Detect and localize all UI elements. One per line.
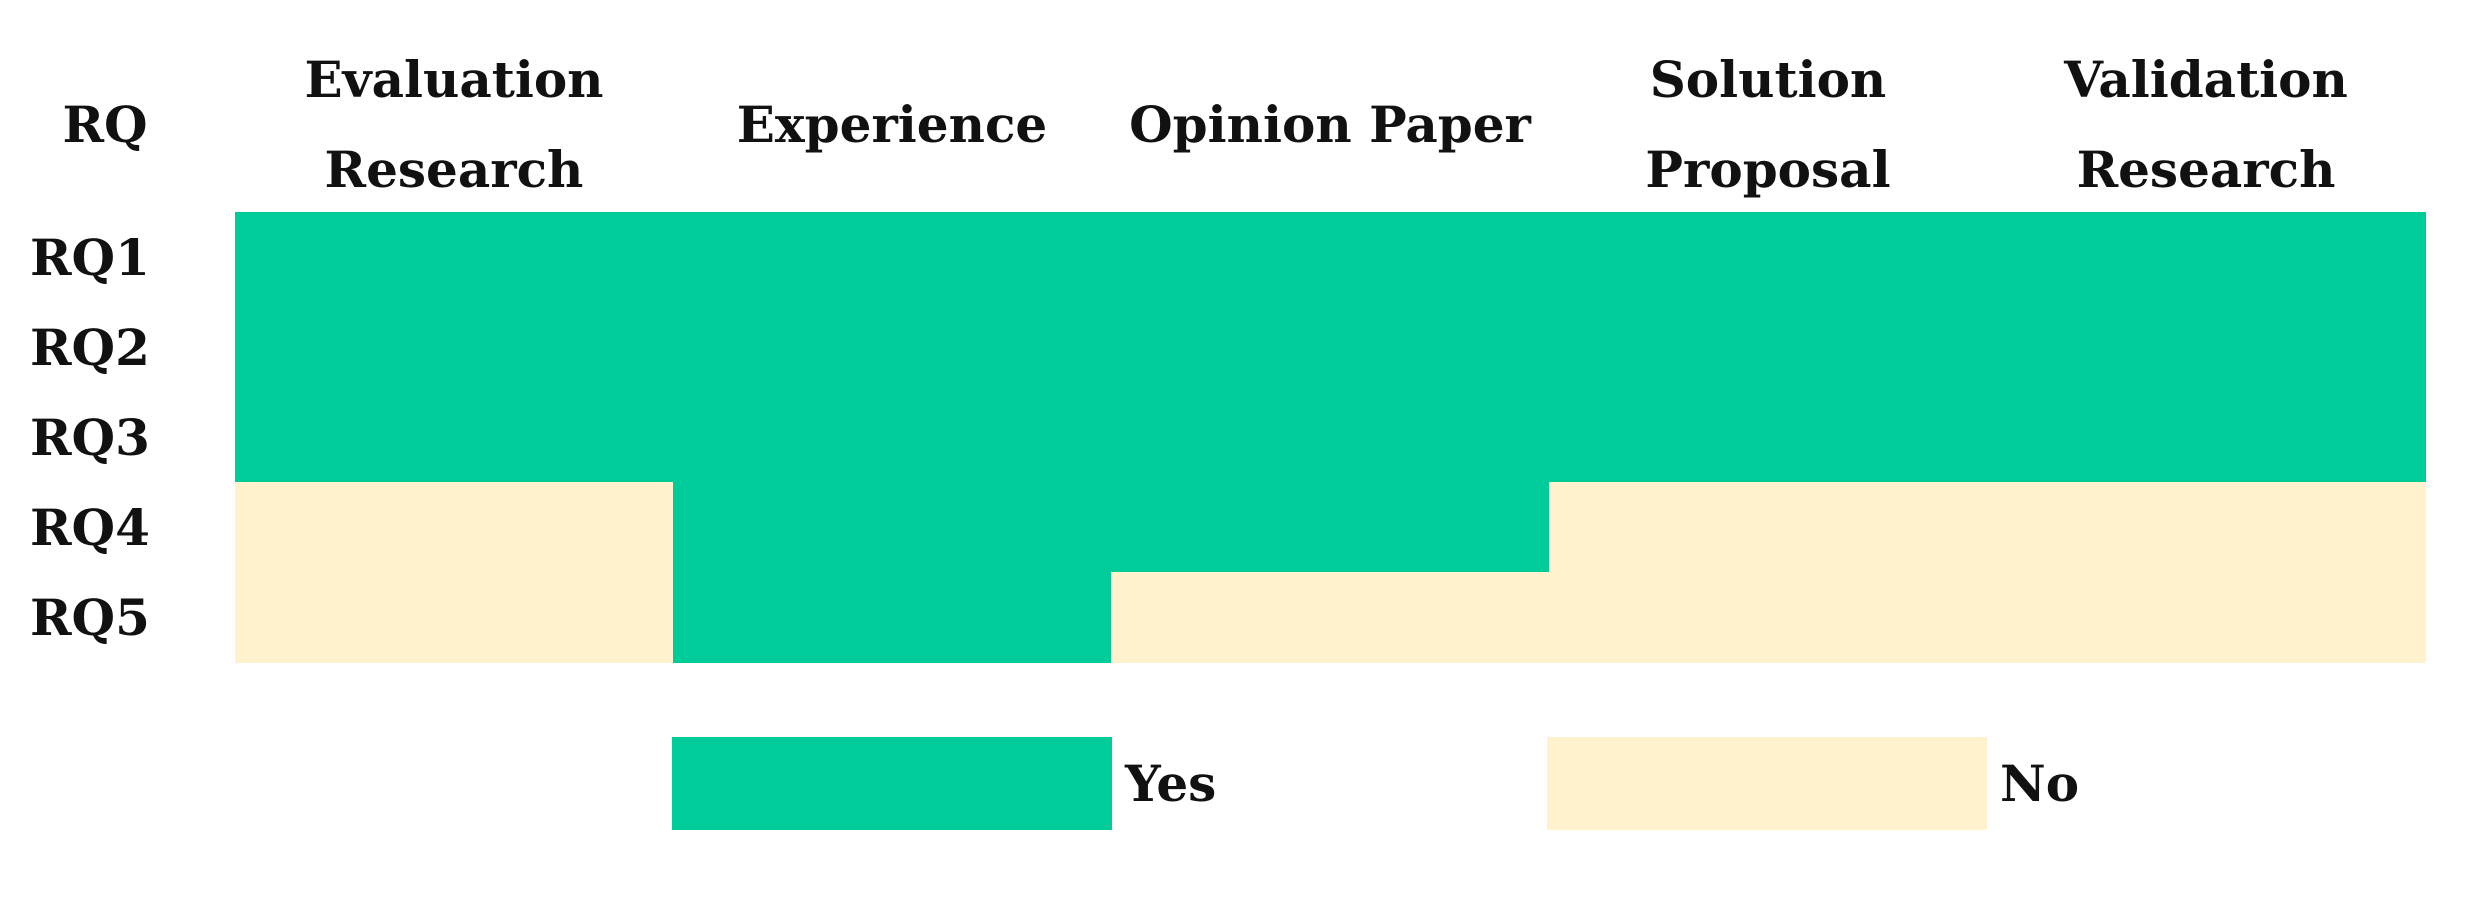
rq-column-header: RQ <box>30 40 180 210</box>
column-header-text: Opinion Paper <box>1129 80 1531 170</box>
heatmap-cell-rq5-col5-no <box>1987 572 2426 663</box>
column-header-line: Research <box>2076 140 2336 199</box>
row-label-rq4: RQ4 <box>30 497 150 557</box>
heatmap-cell-rq2-col3-yes <box>1111 302 1550 393</box>
column-header-experience: Experience <box>673 40 1111 210</box>
column-header-line: Experience <box>736 95 1048 154</box>
column-header-line: Research <box>324 140 584 199</box>
heatmap-cell-rq5-col3-no <box>1111 572 1550 663</box>
heatmap-cell-rq3-col5-yes <box>1987 392 2426 483</box>
heatmap-cell-rq3-col2-yes <box>673 392 1112 483</box>
column-header-solution-proposal: Solution Proposal <box>1549 40 1987 210</box>
heatmap-cell-rq2-col4-yes <box>1549 302 1988 393</box>
heatmap-cell-rq4-col3-yes <box>1111 482 1550 573</box>
heatmap-cell-rq3-col1-yes <box>235 392 674 483</box>
row-label-rq5: RQ5 <box>30 587 150 647</box>
heatmap-cell-rq1-col3-yes <box>1111 212 1550 303</box>
heatmap-cell-rq4-col2-yes <box>673 482 1112 573</box>
heatmap-grid <box>235 212 2426 663</box>
row-label-rq1: RQ1 <box>30 227 150 287</box>
legend-label-yes: Yes <box>1125 754 1217 813</box>
column-header-line: Proposal <box>1645 140 1891 199</box>
heatmap-cell-rq1-col2-yes <box>673 212 1112 303</box>
heatmap-cell-rq1-col5-yes <box>1987 212 2426 303</box>
heatmap-cell-rq1-col4-yes <box>1549 212 1988 303</box>
column-header-opinion-paper: Opinion Paper <box>1111 40 1549 210</box>
legend-label-no: No <box>2000 754 2080 813</box>
legend-swatch-yes <box>672 737 1112 830</box>
heatmap-cell-rq2-col2-yes <box>673 302 1112 393</box>
column-header-line: Evaluation <box>304 50 604 109</box>
heatmap-cell-rq5-col1-no <box>235 572 674 663</box>
heatmap-cell-rq3-col3-yes <box>1111 392 1550 483</box>
column-header-text: Solution Proposal <box>1645 35 1890 215</box>
column-header-line: Validation <box>2064 50 2348 109</box>
column-header-text: Experience <box>737 80 1047 170</box>
heatmap-cell-rq1-col1-yes <box>235 212 674 303</box>
heatmap-cell-rq4-col5-no <box>1987 482 2426 573</box>
column-header-text: Evaluation Research <box>304 35 603 215</box>
column-header-line: Opinion Paper <box>1129 95 1531 154</box>
rq-column-header-text: RQ <box>62 95 148 154</box>
heatmap-cell-rq5-col4-no <box>1549 572 1988 663</box>
heatmap-cell-rq2-col1-yes <box>235 302 674 393</box>
legend-swatch-no <box>1547 737 1987 830</box>
heatmap-cell-rq3-col4-yes <box>1549 392 1988 483</box>
column-header-validation-research: Validation Research <box>1987 40 2425 210</box>
row-label-rq2: RQ2 <box>30 317 150 377</box>
row-label-rq3: RQ3 <box>30 407 150 467</box>
column-header-evaluation-research: Evaluation Research <box>235 40 673 210</box>
heatmap-cell-rq2-col5-yes <box>1987 302 2426 393</box>
heatmap-cell-rq4-col4-no <box>1549 482 1988 573</box>
column-header-line: Solution <box>1649 50 1887 109</box>
heatmap-cell-rq4-col1-no <box>235 482 674 573</box>
heatmap-cell-rq5-col2-yes <box>673 572 1112 663</box>
column-header-text: Validation Research <box>2064 35 2348 215</box>
